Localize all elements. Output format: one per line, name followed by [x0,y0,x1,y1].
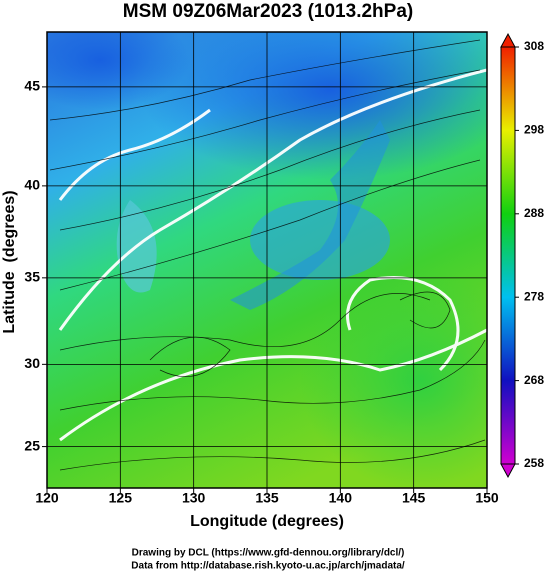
credit: Data from http://database.rish.kyoto-u.a… [131,561,405,572]
x-tick-label: 120 [35,490,59,506]
x-tick-label: 125 [109,490,133,506]
y-tick-label: 40 [24,177,40,193]
colorbar-tick-label: 268 [524,373,544,387]
title: MSM 09Z06Mar2023 (1013.2hPa) [123,1,413,22]
credit: Drawing by DCL (https://www.gfd-dennou.o… [132,548,405,559]
x-tick-label: 145 [402,490,426,506]
colorbar [500,46,516,465]
x-tick-label: 140 [329,490,353,506]
colorbar-min-arrow [500,463,516,479]
y-tick-label: 45 [24,78,40,94]
x-tick-label: 130 [182,490,206,506]
x-tick-label: 150 [475,490,499,506]
colorbar-max-arrow [500,32,516,48]
colorbar-tick-label: 278 [524,289,544,303]
colorbar-tick-label: 308 [524,39,544,53]
colorbar-tick-label: 298 [524,123,544,137]
x-tick-label: 135 [255,490,279,506]
colorbar-tick-label: 258 [524,456,544,470]
colorbar-tick-label: 288 [524,206,544,220]
x-axis-label: Longitude (degrees) [190,513,344,530]
y-tick-label: 30 [24,355,40,371]
y-tick-label: 25 [24,437,40,453]
y-tick-label: 35 [24,269,40,285]
y-axis-label: Latitude (degrees) [1,190,18,333]
map-field [47,32,487,488]
